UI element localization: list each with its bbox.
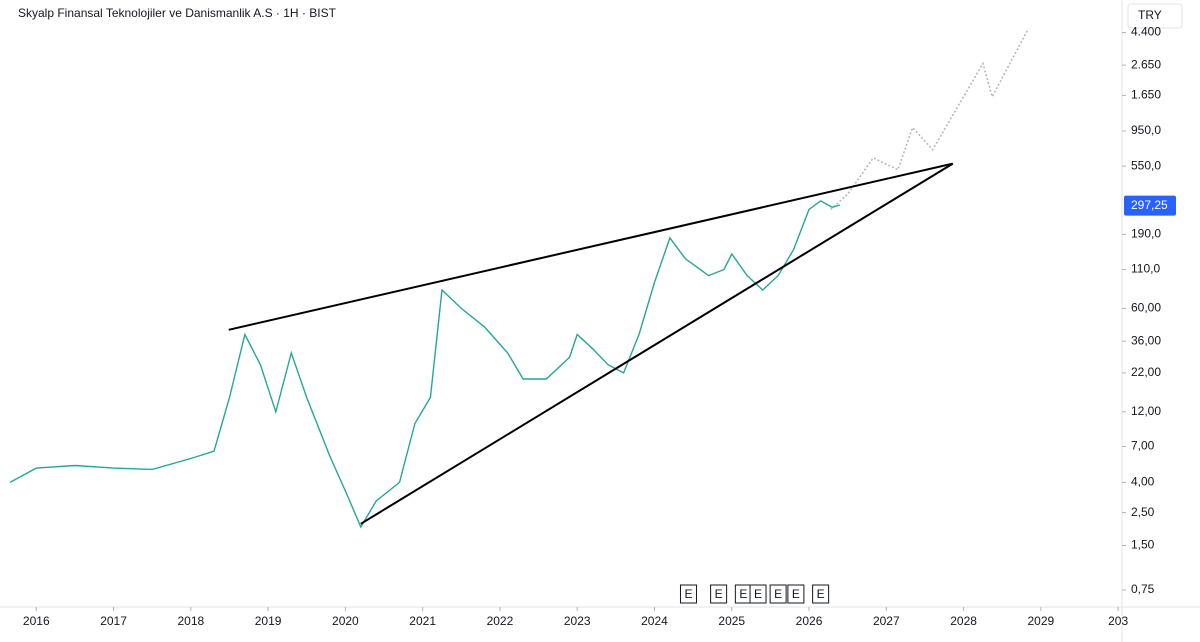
event-label: E xyxy=(684,587,692,601)
event-label: E xyxy=(792,587,800,601)
y-tick-label: 4,00 xyxy=(1131,475,1155,489)
x-tick-label: 2020 xyxy=(332,614,359,628)
chart-title: Skyalp Finansal Teknolojiler ve Danisman… xyxy=(18,6,337,20)
x-tick-label: 203 xyxy=(1108,614,1128,628)
last-price-label: 297,25 xyxy=(1131,198,1168,212)
event-label: E xyxy=(754,587,762,601)
y-tick-label: 2.650 xyxy=(1131,57,1161,71)
event-marker xyxy=(769,584,787,604)
x-tick-label: 2016 xyxy=(23,614,50,628)
x-tick-label: 2028 xyxy=(950,614,977,628)
x-tick-label: 2026 xyxy=(796,614,823,628)
x-tick-label: 2024 xyxy=(641,614,668,628)
x-tick-label: 2023 xyxy=(564,614,591,628)
y-tick-label: 110,0 xyxy=(1131,262,1160,276)
y-tick-label: 550,0 xyxy=(1131,158,1161,172)
event-label: E xyxy=(817,587,825,601)
trendline xyxy=(360,162,954,525)
x-tick-label: 2019 xyxy=(255,614,282,628)
projection-line xyxy=(830,29,1029,211)
x-tick-label: 2029 xyxy=(1028,614,1055,628)
event-label: E xyxy=(774,587,782,601)
event-label: E xyxy=(715,587,723,601)
x-tick-label: 2025 xyxy=(718,614,745,628)
y-tick-label: 190,0 xyxy=(1131,227,1161,241)
last-price-box xyxy=(1124,195,1176,216)
x-tick-label: 2017 xyxy=(100,614,127,628)
y-tick-label: 2,50 xyxy=(1131,505,1155,519)
event-label: E xyxy=(739,587,747,601)
event-marker xyxy=(679,584,697,604)
x-tick-label: 2022 xyxy=(487,614,514,628)
y-tick-label: 950,0 xyxy=(1131,123,1161,137)
y-tick-label: 1.650 xyxy=(1131,88,1161,102)
y-tick-label: 60,00 xyxy=(1131,301,1161,315)
y-tick-label: 12,00 xyxy=(1131,404,1161,418)
trendline xyxy=(228,162,954,331)
event-marker xyxy=(787,584,805,604)
price-line xyxy=(9,200,841,529)
y-tick-label: 4.400 xyxy=(1131,25,1161,39)
y-tick-label: 22,00 xyxy=(1131,365,1161,379)
event-marker xyxy=(749,584,767,604)
y-tick-label: 36,00 xyxy=(1131,333,1161,347)
x-tick-label: 2027 xyxy=(873,614,900,628)
currency-box[interactable] xyxy=(1127,3,1183,29)
y-tick-label: 1,50 xyxy=(1131,538,1155,552)
y-tick-label: 7,00 xyxy=(1131,439,1155,453)
y-tick-label: 0,75 xyxy=(1131,582,1155,596)
event-marker xyxy=(710,584,728,604)
event-marker xyxy=(812,584,830,604)
x-tick-label: 2021 xyxy=(409,614,436,628)
currency[interactable]: TRY xyxy=(1138,8,1162,22)
x-tick-label: 2018 xyxy=(177,614,204,628)
